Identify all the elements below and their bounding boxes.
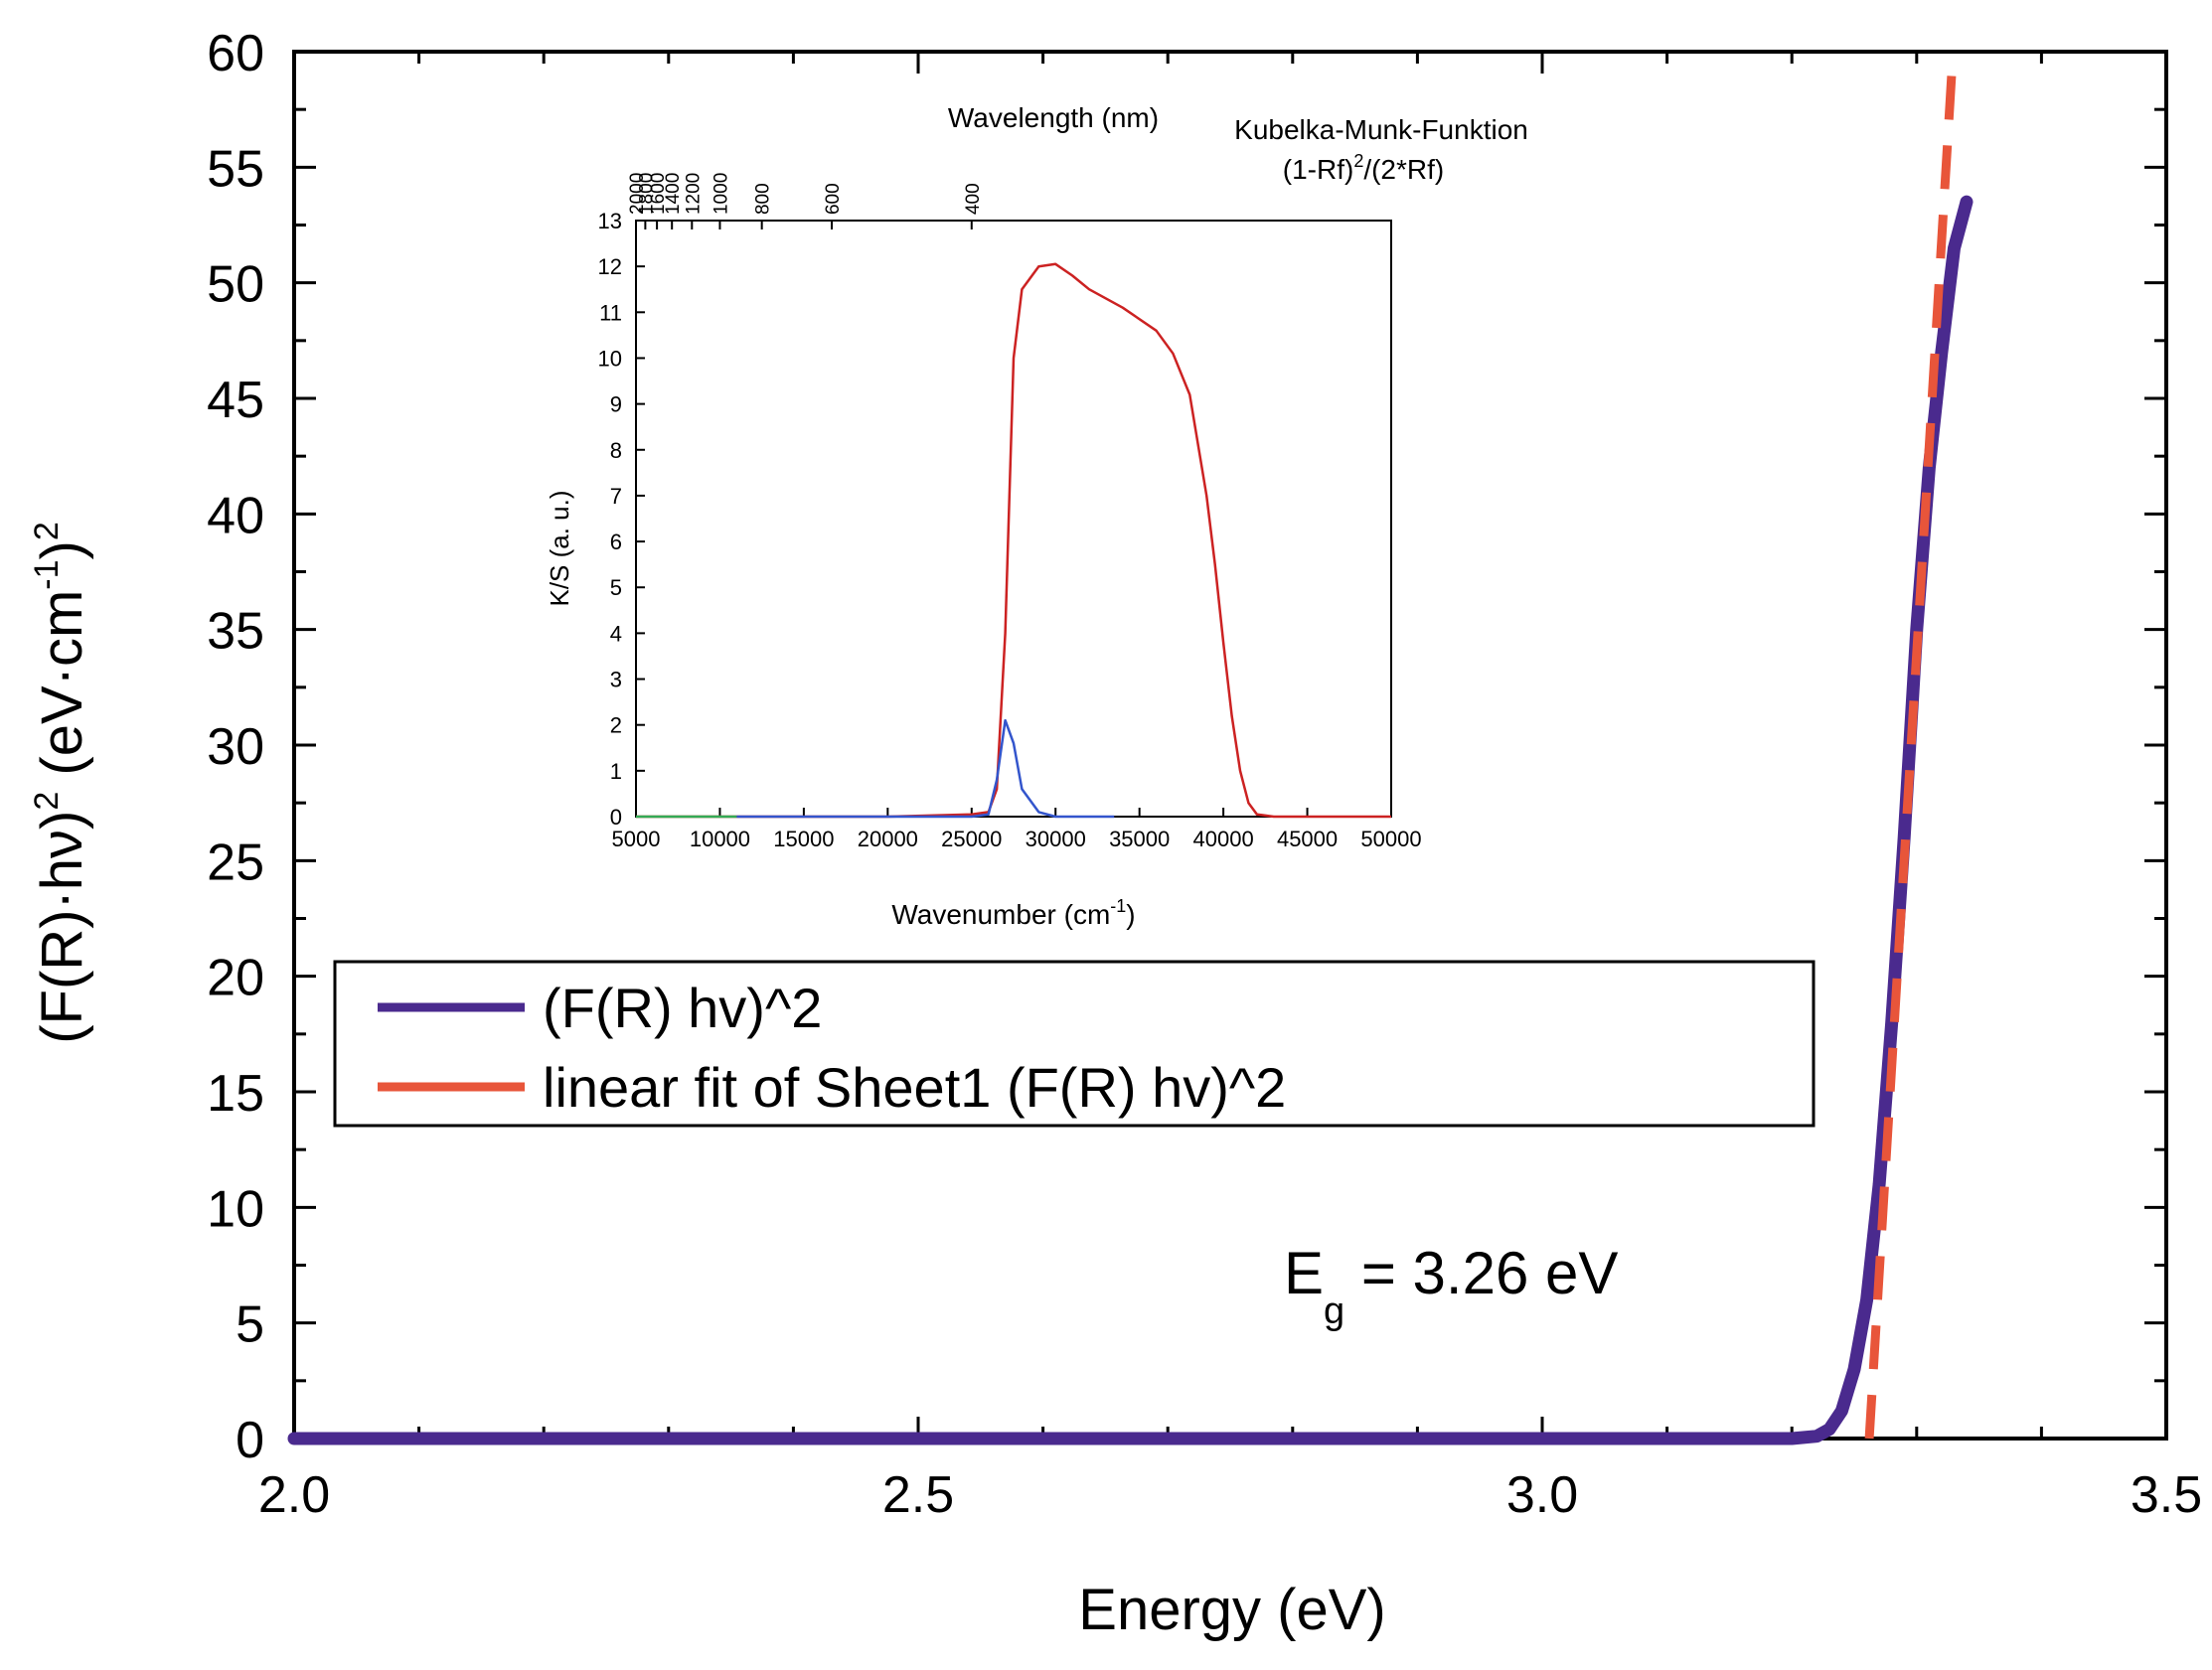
legend-label-series: (F(R) hv)^2 xyxy=(543,977,822,1039)
main-series-layer xyxy=(287,74,1974,1445)
inset-x-tick-label: 20000 xyxy=(858,827,918,851)
inset-y-tick-label: 1 xyxy=(610,759,622,784)
y-tick-label: 50 xyxy=(207,256,264,314)
inset-top-tick-label: 600 xyxy=(823,183,844,215)
inset-series-red xyxy=(636,262,1391,819)
y-tick-label: 45 xyxy=(207,372,264,429)
inset-top-tick-label: 1400 xyxy=(663,173,684,215)
inset-y-tick-label: 9 xyxy=(610,392,622,417)
inset-y-tick-label: 7 xyxy=(610,484,622,509)
y-tick-label: 15 xyxy=(207,1065,264,1123)
main-legend: (F(R) hv)^2 linear fit of Sheet1 (F(R) h… xyxy=(333,960,1816,1128)
band-gap-annotation: Eg = 3.26 eV xyxy=(1284,1240,1618,1332)
x-tick-label: 2.0 xyxy=(258,1466,330,1524)
inset-y-tick-label: 2 xyxy=(610,713,622,738)
main-x-axis-title: Energy (eV) xyxy=(1078,1578,1385,1642)
inset-y-tick-label: 12 xyxy=(598,254,622,279)
y-tick-label: 10 xyxy=(207,1180,264,1238)
inset-y-tick-label: 0 xyxy=(610,805,622,830)
inset-x-tick-label: 35000 xyxy=(1109,827,1170,851)
x-tick-label: 2.5 xyxy=(882,1466,954,1524)
inset-series-blue xyxy=(736,718,1115,819)
inset-y-tick-label: 3 xyxy=(610,668,622,692)
inset-top-tick-label: 1200 xyxy=(683,173,704,215)
inset-top-tick-label: 800 xyxy=(753,183,774,215)
series-linear-fit xyxy=(1864,74,1957,1440)
main-y-axis-title: (F(R)·hν)2 (eV·cm-1)2 xyxy=(28,522,94,1044)
y-tick-label: 0 xyxy=(236,1412,264,1469)
inset-top-axis-title: Wavelength (nm) xyxy=(948,102,1159,133)
x-tick-label: 3.5 xyxy=(2131,1466,2202,1524)
inset-x-tick-label: 45000 xyxy=(1277,827,1338,851)
inset-top-tick-label: 400 xyxy=(963,183,984,215)
y-tick-label: 5 xyxy=(236,1296,264,1354)
inset-top-tick-label: 1600 xyxy=(648,173,669,215)
inset-x-axis-title: Wavenumber (cm-1) xyxy=(891,896,1135,930)
y-tick-label: 20 xyxy=(207,950,264,1007)
inset-kubelka-title: Kubelka-Munk-Funktion xyxy=(1234,114,1528,145)
inset-x-tick-label: 50000 xyxy=(1360,827,1421,851)
inset-top-tick-label: 1800 xyxy=(636,173,657,215)
y-tick-label: 35 xyxy=(207,603,264,661)
inset-x-tick-label: 10000 xyxy=(690,827,750,851)
x-tick-label: 3.0 xyxy=(1506,1466,1578,1524)
inset-kubelka-formula: (1-Rf)2/(2*Rf) xyxy=(1283,151,1444,185)
inset-y-tick-label: 5 xyxy=(610,575,622,600)
inset-plot-frame xyxy=(635,220,1392,818)
inset-y-tick-label: 10 xyxy=(598,346,622,371)
legend-label-fit: linear fit of Sheet1 (F(R) hv)^2 xyxy=(543,1056,1286,1119)
inset-y-tick-label: 11 xyxy=(599,300,622,325)
inset-x-tick-label: 30000 xyxy=(1026,827,1086,851)
inset-y-tick-label: 6 xyxy=(610,530,622,554)
inset-y-tick-label: 8 xyxy=(610,438,622,463)
inset-y-tick-label: 13 xyxy=(598,209,622,233)
inset-x-tick-label: 15000 xyxy=(773,827,834,851)
y-tick-label: 40 xyxy=(207,487,264,544)
legend-box xyxy=(333,960,1816,1128)
y-tick-label: 60 xyxy=(207,25,264,82)
inset-x-tick-label: 25000 xyxy=(941,827,1002,851)
y-tick-label: 55 xyxy=(207,140,264,198)
inset-x-tick-label: 5000 xyxy=(612,827,661,851)
inset-y-axis-title: K/S (a. u.) xyxy=(545,490,574,606)
inset-top-tick-label: 1000 xyxy=(711,173,731,215)
y-tick-label: 25 xyxy=(207,834,264,891)
y-tick-label: 30 xyxy=(207,718,264,776)
inset-y-tick-label: 4 xyxy=(610,621,622,646)
inset-x-tick-label: 40000 xyxy=(1193,827,1254,851)
inset-top-tick-label: 2000 xyxy=(627,173,648,215)
